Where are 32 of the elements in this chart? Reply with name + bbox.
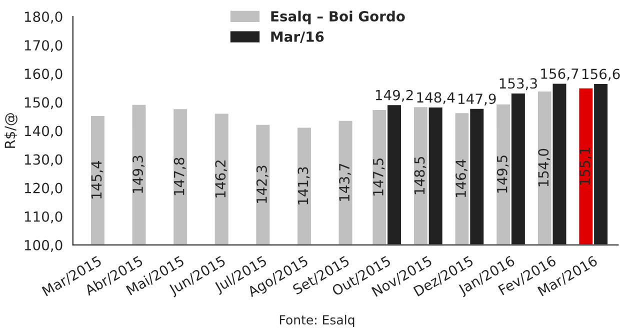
y-tick-label: 180,0 bbox=[24, 12, 62, 24]
data-label: 148,5 bbox=[414, 157, 426, 194]
data-label: 156,7 bbox=[541, 68, 578, 80]
data-label: 155,1 bbox=[580, 148, 592, 185]
data-label: 147,8 bbox=[174, 158, 186, 196]
y-tick-label: 140,0 bbox=[24, 126, 62, 138]
y-tick-label: 170,0 bbox=[24, 40, 62, 52]
y-tick-label: 110,0 bbox=[24, 211, 62, 224]
data-label: 147,9 bbox=[458, 94, 496, 106]
data-label: 149,5 bbox=[496, 156, 509, 193]
data-label: 156,6 bbox=[582, 68, 620, 81]
legend-label: Esalq – Boi Gordo bbox=[271, 10, 405, 24]
y-tick-label: 160,0 bbox=[24, 68, 62, 81]
data-label: 143,7 bbox=[339, 164, 351, 201]
source-note: Fonte: Esalq bbox=[280, 314, 354, 327]
data-label: 147,5 bbox=[373, 158, 385, 196]
data-label: 149,2 bbox=[376, 90, 413, 102]
data-label: 153,3 bbox=[500, 78, 537, 90]
y-tick-label: 100,0 bbox=[24, 240, 62, 252]
y-tick-label: 130,0 bbox=[24, 154, 62, 166]
data-label: 145,4 bbox=[91, 161, 104, 198]
legend-label: Mar/16 bbox=[271, 31, 324, 44]
data-label: 146,2 bbox=[215, 160, 228, 198]
y-axis-title: R$/@ bbox=[4, 113, 18, 148]
data-label: 149,3 bbox=[132, 156, 144, 193]
data-label: 141,3 bbox=[298, 167, 310, 204]
data-label: 154,0 bbox=[538, 148, 550, 186]
y-tick-label: 120,0 bbox=[24, 182, 62, 195]
data-label: 142,3 bbox=[256, 166, 268, 203]
data-label: 146,4 bbox=[456, 160, 468, 198]
y-tick-label: 150,0 bbox=[24, 97, 62, 110]
data-label: 148,4 bbox=[417, 92, 455, 104]
